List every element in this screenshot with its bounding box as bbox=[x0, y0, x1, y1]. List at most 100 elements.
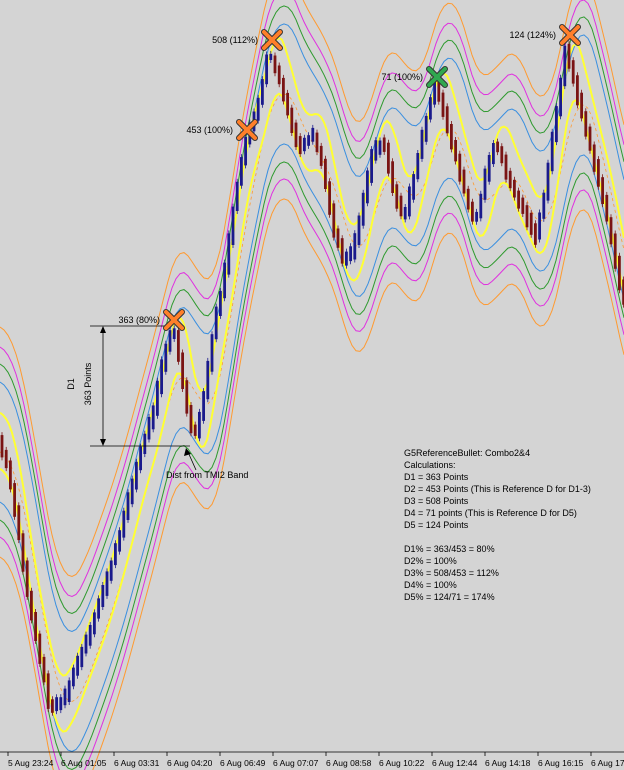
markers-layer: 363 (80%) 453 (100%) 508 (112%) 71 (100%) 12… bbox=[118, 24, 581, 331]
candle-body-99 bbox=[416, 153, 420, 180]
band-line-4 bbox=[0, 23, 624, 633]
calc-lines: D1 = 363 Points D2 = 453 Points (This is … bbox=[404, 472, 591, 602]
candle-body-6 bbox=[25, 560, 29, 597]
x-ticks: 5 Aug 23:24 6 Aug 01:05 6 Aug 03:31 6 Aug 0… bbox=[7, 752, 624, 768]
marker-2-label: 508 (112%) bbox=[212, 35, 258, 45]
d1-label: D1 bbox=[66, 378, 76, 390]
candle-body-69 bbox=[290, 107, 294, 133]
candle-body-37 bbox=[156, 380, 159, 416]
candle-body-120 bbox=[504, 154, 508, 180]
candle-body-35 bbox=[147, 416, 151, 440]
candle-body-73 bbox=[307, 135, 310, 146]
candle-body-44 bbox=[185, 380, 189, 414]
candle-body-111 bbox=[466, 188, 470, 210]
candle-body-55 bbox=[231, 206, 235, 245]
candle-body-86 bbox=[361, 192, 365, 226]
candle-body-92 bbox=[387, 142, 390, 174]
x-tick-label-3: 6 Aug 04:20 bbox=[167, 758, 213, 768]
candle-body-56 bbox=[235, 181, 239, 211]
candle-body-7 bbox=[30, 590, 33, 621]
d1-points-label: 363 Points bbox=[83, 362, 93, 405]
candle-body-112 bbox=[471, 201, 474, 222]
candle-body-122 bbox=[513, 179, 516, 198]
x-tick-label-10: 6 Aug 16:15 bbox=[538, 758, 584, 768]
candle-body-140 bbox=[588, 126, 592, 151]
candle-body-94 bbox=[395, 184, 399, 209]
candle-body-117 bbox=[492, 143, 495, 165]
candle-body-32 bbox=[135, 461, 138, 490]
candle-body-133 bbox=[559, 77, 562, 117]
candle-body-57 bbox=[240, 157, 243, 186]
candle-body-13 bbox=[55, 697, 58, 712]
candle-body-105 bbox=[441, 92, 445, 117]
candle-body-76 bbox=[319, 145, 323, 166]
candle-body-98 bbox=[412, 174, 415, 200]
candle-body-65 bbox=[273, 55, 277, 74]
candle-body-8 bbox=[34, 612, 37, 641]
calc-line-10: D5% = 124/71 = 174% bbox=[404, 592, 495, 602]
candle-body-47 bbox=[198, 411, 201, 439]
dist-label: Dist from TMI2 Band bbox=[166, 470, 248, 480]
marker-1: 453 (100%) bbox=[186, 119, 258, 141]
marker-2: 508 (112%) bbox=[212, 29, 283, 51]
candle-body-79 bbox=[332, 203, 336, 238]
candle-body-40 bbox=[168, 330, 172, 352]
d1-measure: D1 363 Points bbox=[66, 325, 190, 447]
candle-body-95 bbox=[399, 195, 403, 217]
candle-body-43 bbox=[181, 352, 184, 389]
marker-4-label: 124 (124%) bbox=[509, 30, 556, 40]
marker-4-stroke-b bbox=[560, 25, 580, 45]
candle-body-78 bbox=[328, 181, 331, 215]
candle-body-91 bbox=[382, 137, 386, 152]
candle-body-11 bbox=[46, 673, 50, 709]
candle-body-51 bbox=[214, 306, 218, 340]
candle-body-148 bbox=[622, 279, 624, 305]
dist-annotation: Dist from TMI2 Band bbox=[166, 448, 248, 480]
candle-body-89 bbox=[374, 140, 378, 161]
candle-body-138 bbox=[580, 92, 583, 119]
candle-body-9 bbox=[38, 633, 42, 664]
marker-3-stroke-b bbox=[427, 67, 447, 87]
candle-body-26 bbox=[109, 560, 113, 581]
candle-body-33 bbox=[139, 446, 142, 471]
candle-body-121 bbox=[508, 170, 512, 189]
candle-body-110 bbox=[462, 169, 466, 194]
candle-body-18 bbox=[76, 655, 79, 676]
candle-body-136 bbox=[571, 60, 575, 84]
calc-line-1: D2 = 453 Points (This is Reference D for… bbox=[404, 484, 591, 494]
candle-body-134 bbox=[563, 45, 567, 87]
band-line-3 bbox=[0, 143, 624, 753]
candle-body-45 bbox=[189, 405, 193, 434]
candle-body-14 bbox=[59, 697, 63, 711]
candle-body-72 bbox=[303, 137, 306, 152]
candle-body-81 bbox=[340, 238, 344, 264]
candle-body-119 bbox=[500, 146, 504, 164]
candle-body-19 bbox=[80, 646, 84, 668]
calc-title: G5ReferenceBullet: Combo2&4 bbox=[404, 448, 530, 458]
marker-1-label: 453 (100%) bbox=[186, 125, 233, 135]
candle-body-104 bbox=[437, 79, 441, 102]
candle-body-12 bbox=[51, 699, 54, 713]
calc-line-8: D3% = 508/453 = 112% bbox=[404, 568, 499, 578]
candle-body-96 bbox=[403, 207, 407, 220]
candle-body-100 bbox=[420, 129, 424, 159]
candle-body-22 bbox=[93, 612, 96, 635]
candle-body-17 bbox=[72, 667, 75, 687]
candle-body-2 bbox=[9, 460, 12, 490]
candle-body-27 bbox=[114, 543, 117, 566]
x-tick-label-9: 6 Aug 14:18 bbox=[485, 758, 531, 768]
marker-0: 363 (80%) bbox=[118, 309, 185, 331]
candle-body-30 bbox=[126, 492, 130, 520]
candle-body-83 bbox=[349, 246, 352, 262]
candle-body-31 bbox=[130, 478, 134, 505]
candle-body-109 bbox=[458, 153, 462, 182]
candle-body-10 bbox=[42, 656, 46, 683]
candle-body-137 bbox=[576, 75, 579, 106]
yellow-band-layer bbox=[0, 36, 624, 733]
candle-body-28 bbox=[118, 530, 121, 552]
candle-body-102 bbox=[429, 97, 432, 120]
candle-body-82 bbox=[345, 251, 348, 266]
marker-3: 71 (100%) bbox=[381, 66, 448, 88]
